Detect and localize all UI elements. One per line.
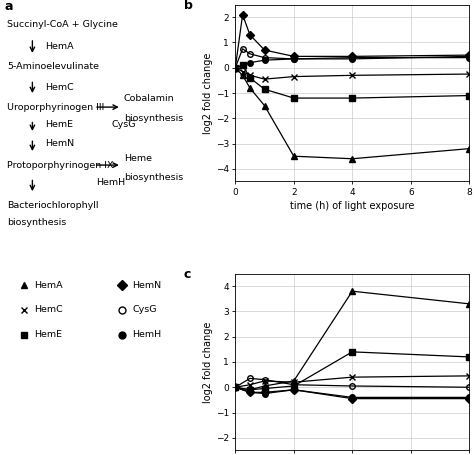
Text: 5-Aminoelevulinate: 5-Aminoelevulinate bbox=[7, 62, 99, 71]
Text: Protoporphyrinogen IX: Protoporphyrinogen IX bbox=[7, 161, 113, 170]
Text: CysG: CysG bbox=[132, 305, 157, 314]
Text: biosynthesis: biosynthesis bbox=[7, 217, 66, 227]
Text: HemN: HemN bbox=[45, 139, 74, 148]
Text: biosynthesis: biosynthesis bbox=[124, 173, 183, 182]
Text: HemH: HemH bbox=[132, 330, 162, 339]
Text: Bacteriochlorophyll: Bacteriochlorophyll bbox=[7, 201, 99, 210]
Text: Uroporphyrinogen III: Uroporphyrinogen III bbox=[7, 103, 104, 111]
Text: Heme: Heme bbox=[124, 154, 152, 163]
Y-axis label: log2 fold change: log2 fold change bbox=[203, 321, 213, 403]
Text: HemA: HemA bbox=[45, 42, 74, 51]
Text: c: c bbox=[184, 268, 191, 281]
Y-axis label: log2 fold change: log2 fold change bbox=[203, 52, 213, 134]
Text: HemE: HemE bbox=[35, 330, 63, 339]
Text: Cobalamin: Cobalamin bbox=[124, 94, 174, 103]
Text: HemC: HemC bbox=[35, 305, 63, 314]
Text: CysG: CysG bbox=[111, 120, 136, 129]
Text: Succinyl-CoA + Glycine: Succinyl-CoA + Glycine bbox=[7, 20, 118, 29]
Text: HemE: HemE bbox=[45, 120, 73, 129]
Text: biosynthesis: biosynthesis bbox=[124, 114, 183, 123]
Text: b: b bbox=[184, 0, 193, 12]
X-axis label: time (h) of light exposure: time (h) of light exposure bbox=[290, 201, 414, 211]
Text: HemC: HemC bbox=[45, 83, 74, 92]
Text: HemH: HemH bbox=[96, 178, 125, 187]
Text: a: a bbox=[5, 0, 13, 13]
Text: HemA: HemA bbox=[35, 281, 63, 290]
Text: HemN: HemN bbox=[132, 281, 162, 290]
